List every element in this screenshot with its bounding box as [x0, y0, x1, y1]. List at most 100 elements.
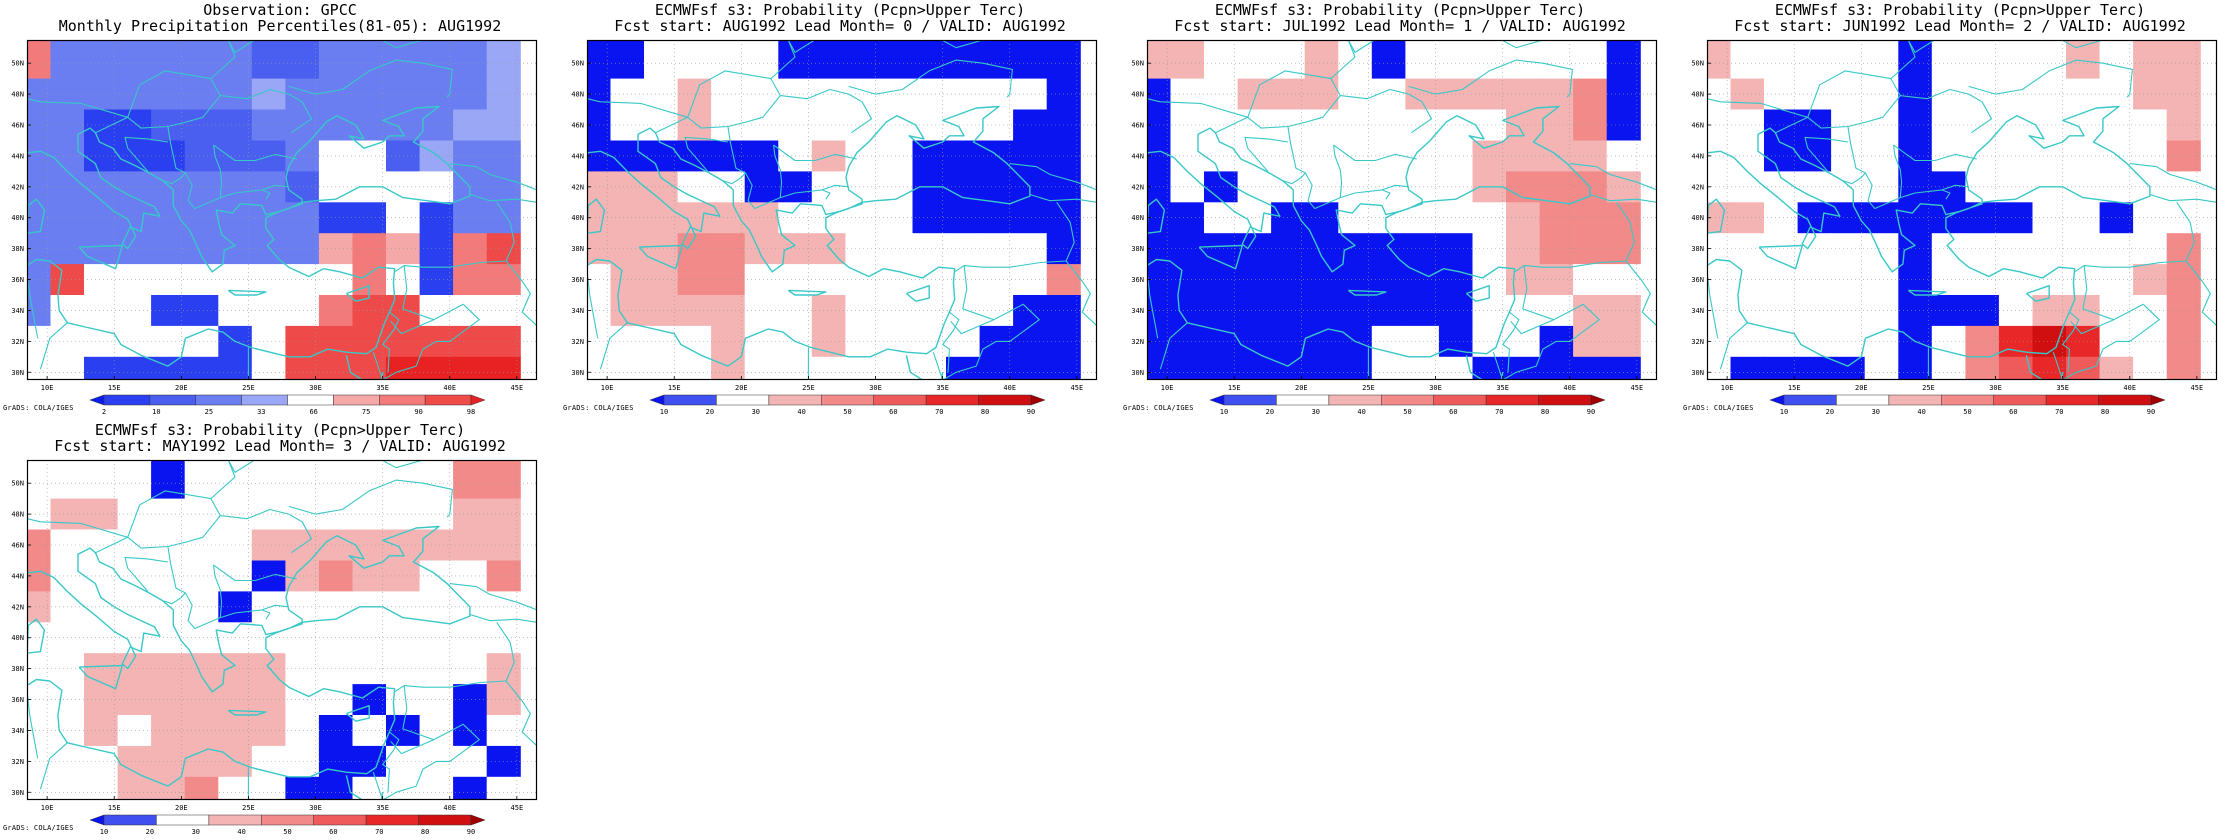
- lat-tick-label: 50N: [11, 480, 24, 488]
- grid-cell: [1013, 202, 1048, 234]
- colorbar-label: 40: [797, 408, 805, 416]
- grid-cell: [352, 776, 387, 800]
- colorbar-label: 80: [1541, 408, 1549, 416]
- grid-cell: [84, 356, 119, 380]
- colorbar-swatch: [103, 814, 157, 826]
- grid-cell: [979, 264, 1014, 296]
- grid-cell: [1931, 356, 1966, 380]
- grid-cell: [979, 356, 1014, 380]
- lon-tick-label: 25E: [802, 384, 815, 392]
- country-border: [372, 352, 384, 380]
- country-border: [1215, 88, 1433, 134]
- colorbar-swatch: [663, 394, 717, 406]
- precip-map: 10E 15E 20E 25E 30E 35E 40E 45E 50N 48N 46N 44N 42N 4…: [1691, 39, 2218, 392]
- grid-cell: [1405, 233, 1440, 265]
- country-border: [1442, 40, 1544, 49]
- colorbar-end-left: [650, 394, 665, 406]
- grid-cell: [1271, 295, 1306, 327]
- grid-cell: [84, 233, 119, 265]
- colorbar-label: 20: [706, 408, 714, 416]
- grid-cell: [912, 109, 947, 141]
- grid-cell: [912, 202, 947, 234]
- grid-cell: [1170, 40, 1205, 80]
- grid-cell: [352, 202, 387, 234]
- grid-cell: [1472, 40, 1507, 80]
- grid-cell: [644, 233, 679, 265]
- grid-cell: [878, 356, 913, 380]
- colorbar: 2 10 25 33 66 75 90 98: [90, 394, 485, 416]
- grid-cell: [711, 109, 746, 141]
- grid-cell: [50, 40, 85, 80]
- grid-cell: [251, 715, 286, 747]
- colorbar-label: 80: [981, 408, 989, 416]
- coastline: [27, 525, 471, 787]
- colorbar-label: 10: [1780, 408, 1788, 416]
- grid-cell: [677, 109, 712, 141]
- grid-cell: [117, 715, 152, 747]
- precip-map: 10E 15E 20E 25E 30E 35E 40E 45E 50N 48N 46N 44N 42N 4…: [571, 39, 1098, 392]
- colorbar-swatch: [241, 394, 288, 406]
- grid-cell: [1797, 356, 1832, 380]
- grid-cell: [1371, 40, 1406, 80]
- grid-cell: [285, 460, 320, 500]
- country-border: [390, 319, 434, 335]
- coastline: [905, 285, 930, 302]
- grid-cell: [184, 171, 219, 203]
- country-border: [1147, 98, 1248, 118]
- lon-tick-label: 30E: [869, 384, 882, 392]
- grid-cell: [117, 264, 152, 296]
- grid-cell: [1573, 109, 1608, 141]
- country-border: [469, 193, 537, 203]
- lon-tick-label: 45E: [511, 384, 524, 392]
- colorbar-label: 70: [2055, 408, 2063, 416]
- grid-cell: [845, 140, 880, 172]
- panel-lead2: ECMWFsf s3: Probability (Pcpn>Upper Terc…: [1680, 0, 2240, 420]
- grid-cell: [1438, 356, 1473, 380]
- grid-cell: [218, 776, 253, 800]
- map-frame: [1706, 39, 2218, 381]
- grid-cell: [419, 140, 454, 172]
- grid-cell: [117, 295, 152, 327]
- grid-cell: [151, 356, 186, 380]
- colorbar-swatch: [103, 394, 151, 406]
- lon-tick-label: 40E: [443, 804, 456, 812]
- country-border: [2070, 319, 2114, 335]
- grid-cell: [1204, 233, 1239, 265]
- colorbar-end-left: [1210, 394, 1225, 406]
- grid-cell: [1304, 140, 1339, 172]
- colorbar-swatch: [418, 814, 472, 826]
- lat-tick-label: 36N: [11, 276, 24, 284]
- grid-cell: [2133, 140, 2168, 172]
- colorbar-label: 70: [1495, 408, 1503, 416]
- grid-cell: [1371, 264, 1406, 296]
- colorbar-swatch: [1888, 394, 1942, 406]
- country-border: [394, 621, 515, 693]
- country-border: [162, 592, 186, 605]
- grid-cell: [644, 356, 679, 380]
- lon-tick-label: 15E: [108, 804, 121, 812]
- country-border: [1282, 172, 1306, 185]
- grid-cell: [151, 171, 186, 203]
- grid-cell: [1931, 295, 1966, 327]
- coastline: [345, 775, 364, 800]
- colorbar-label: 40: [1357, 408, 1365, 416]
- grid-cell: [1573, 78, 1608, 110]
- colorbar: 10 20 30 40 50 60 70 80 90: [90, 814, 485, 836]
- colorbar-swatch: [1836, 394, 1890, 406]
- grid-cell: [84, 560, 119, 592]
- grid-cell: [285, 325, 320, 358]
- country-border: [1287, 126, 1409, 210]
- lon-tick-label: 15E: [1788, 384, 1801, 392]
- lat-tick-label: 46N: [11, 122, 24, 130]
- country-border: [1330, 78, 1341, 96]
- country-border: [210, 78, 221, 96]
- grid-cell: [151, 264, 186, 296]
- grid-cell: [1764, 356, 1799, 380]
- grid-cell: [1831, 295, 1866, 327]
- grid-cell: [218, 40, 253, 80]
- grid-cell: [419, 233, 454, 265]
- grid-cell: [1271, 233, 1306, 265]
- grid-cell: [117, 529, 152, 561]
- grid-cell: [1204, 140, 1239, 172]
- country-border: [505, 260, 537, 327]
